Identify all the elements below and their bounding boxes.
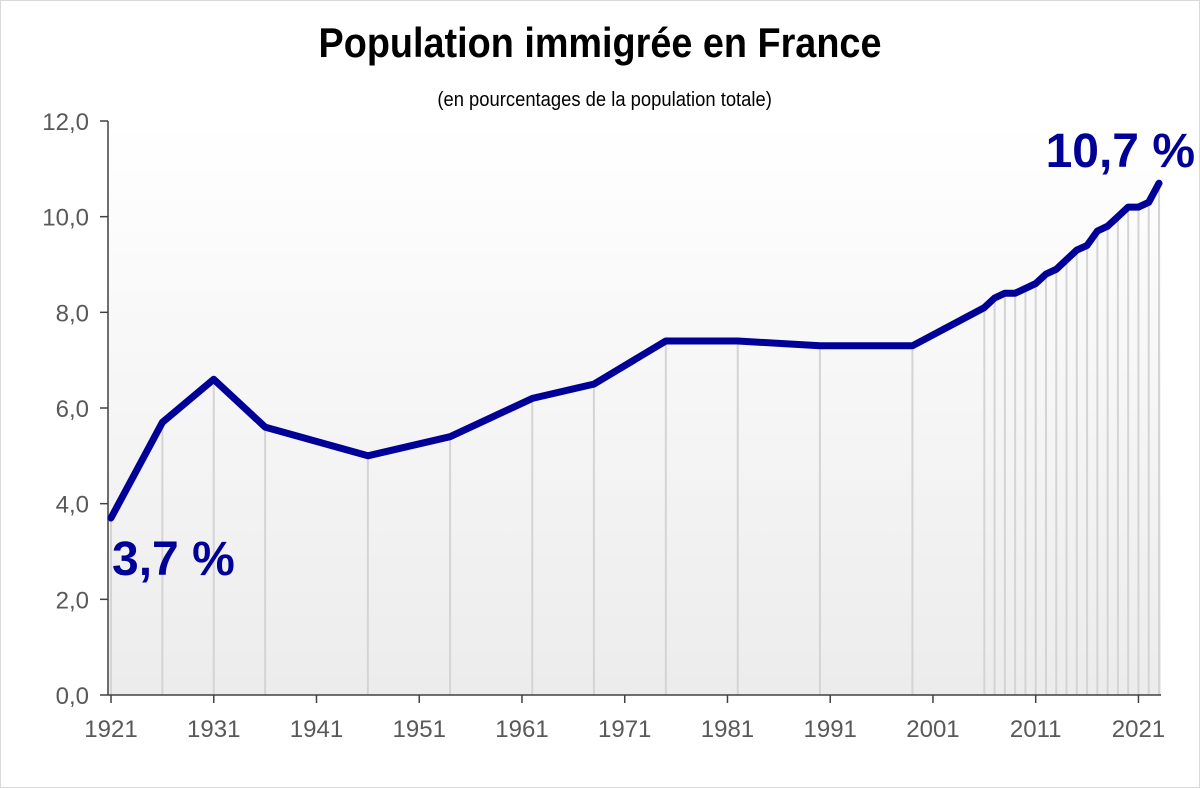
y-axis-ticks: 0,0 2,0 4,0 6,0 8,0 10,0 12,0 <box>42 109 108 710</box>
y-tick-label: 4,0 <box>56 492 89 519</box>
data-point <box>590 380 598 388</box>
x-tick-label: 2011 <box>1010 716 1062 743</box>
data-point <box>1053 266 1060 273</box>
x-tick-label: 2001 <box>906 716 959 743</box>
data-label-first: 3,7 % <box>112 533 235 586</box>
data-point <box>210 376 217 383</box>
plot-area-background <box>108 121 1161 695</box>
x-tick-label: 1991 <box>804 716 857 743</box>
data-point <box>1155 179 1163 187</box>
data-label-last: 10,7 % <box>1046 125 1195 178</box>
y-tick-label: 0,0 <box>56 683 89 710</box>
chart-subtitle: (en pourcentages de la population totale… <box>437 89 772 111</box>
data-point <box>909 342 916 350</box>
data-point <box>446 433 454 440</box>
x-tick-label: 1961 <box>495 716 548 743</box>
data-point <box>1011 290 1019 297</box>
data-point <box>1124 203 1132 211</box>
data-annotations: 3,7 % 10,7 % <box>112 125 1195 586</box>
data-point <box>1145 199 1152 206</box>
data-point <box>107 514 115 522</box>
data-point <box>816 342 824 350</box>
x-tick-label: 1951 <box>393 716 446 743</box>
data-point <box>1073 246 1081 254</box>
data-point <box>261 423 269 431</box>
x-tick-label: 2021 <box>1112 716 1165 743</box>
data-points <box>107 179 1163 522</box>
data-point <box>159 419 166 426</box>
drop-lines <box>110 183 1160 695</box>
data-point <box>1104 223 1111 230</box>
data-point <box>991 294 998 302</box>
data-point <box>734 337 741 345</box>
data-point <box>1094 227 1101 235</box>
data-point <box>1032 280 1039 287</box>
data-point <box>1114 213 1122 220</box>
data-point <box>981 304 988 311</box>
data-point <box>1022 285 1029 292</box>
x-tick-label: 1971 <box>598 716 651 743</box>
data-point <box>1001 290 1009 297</box>
x-tick-label: 1931 <box>187 716 240 743</box>
y-tick-label: 2,0 <box>56 587 89 614</box>
data-point <box>1083 242 1091 249</box>
x-tick-label: 1921 <box>84 716 137 743</box>
y-tick-label: 6,0 <box>56 396 89 423</box>
data-point <box>529 395 536 402</box>
data-point <box>662 337 670 345</box>
y-tick-label: 10,0 <box>42 205 89 232</box>
x-axis-ticks: 1921 1931 1941 1951 1961 1971 1981 1991 2001 2011… <box>84 695 1165 743</box>
chart-title: Population immigrée en France <box>318 19 882 66</box>
data-point <box>1063 256 1070 263</box>
y-tick-label: 12,0 <box>42 109 89 136</box>
data-point <box>1135 203 1142 211</box>
x-tick-label: 1941 <box>290 716 343 743</box>
x-tick-label: 1981 <box>701 716 754 743</box>
data-point <box>364 452 372 460</box>
y-tick-label: 8,0 <box>56 300 89 327</box>
data-point <box>1042 270 1050 278</box>
